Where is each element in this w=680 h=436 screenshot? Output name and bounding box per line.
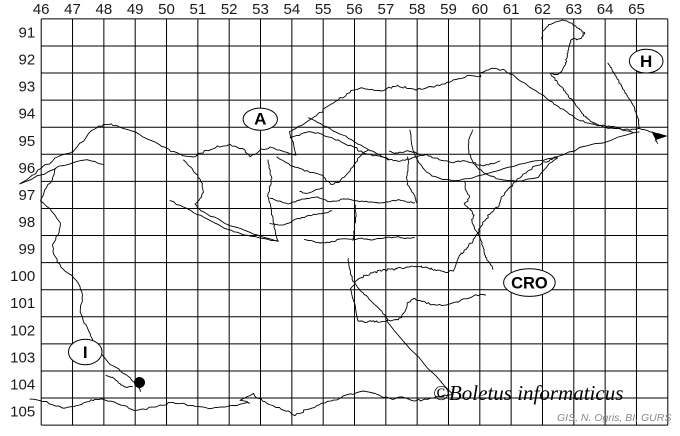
svg-text:47: 47 [64, 1, 81, 18]
svg-text:52: 52 [221, 1, 238, 18]
svg-text:97: 97 [19, 187, 36, 204]
svg-text:54: 54 [283, 1, 300, 18]
svg-text:53: 53 [252, 1, 269, 18]
svg-text:102: 102 [10, 322, 35, 339]
svg-text:I: I [83, 343, 88, 362]
svg-text:105: 105 [10, 404, 35, 421]
svg-text:61: 61 [503, 1, 520, 18]
svg-text:51: 51 [190, 1, 207, 18]
svg-text:62: 62 [534, 1, 551, 18]
svg-text:60: 60 [471, 1, 488, 18]
svg-text:A: A [254, 110, 266, 129]
svg-text:59: 59 [440, 1, 457, 18]
svg-text:48: 48 [96, 1, 113, 18]
svg-text:H: H [640, 52, 652, 71]
svg-text:91: 91 [19, 24, 36, 41]
svg-text:49: 49 [127, 1, 144, 18]
svg-text:55: 55 [315, 1, 332, 18]
svg-text:65: 65 [628, 1, 645, 18]
svg-text:103: 103 [10, 349, 35, 366]
svg-text:63: 63 [565, 1, 582, 18]
svg-text:93: 93 [19, 79, 36, 96]
svg-text:GIS, N. Ogris, BI, GURS: GIS, N. Ogris, BI, GURS [557, 412, 671, 424]
svg-text:94: 94 [19, 106, 36, 123]
svg-text:99: 99 [19, 241, 36, 258]
svg-text:92: 92 [19, 52, 36, 69]
svg-text:64: 64 [597, 1, 614, 18]
svg-text:98: 98 [19, 214, 36, 231]
svg-text:58: 58 [409, 1, 426, 18]
svg-text:46: 46 [33, 1, 50, 18]
svg-text:50: 50 [158, 1, 175, 18]
svg-text:CRO: CRO [511, 275, 548, 293]
svg-text:©Boletus informaticus: ©Boletus informaticus [433, 381, 623, 405]
svg-text:56: 56 [346, 1, 363, 18]
svg-text:104: 104 [10, 376, 35, 393]
svg-text:101: 101 [10, 295, 35, 312]
svg-text:95: 95 [19, 133, 36, 150]
svg-text:100: 100 [10, 268, 35, 285]
svg-text:57: 57 [377, 1, 394, 18]
svg-text:96: 96 [19, 160, 36, 177]
